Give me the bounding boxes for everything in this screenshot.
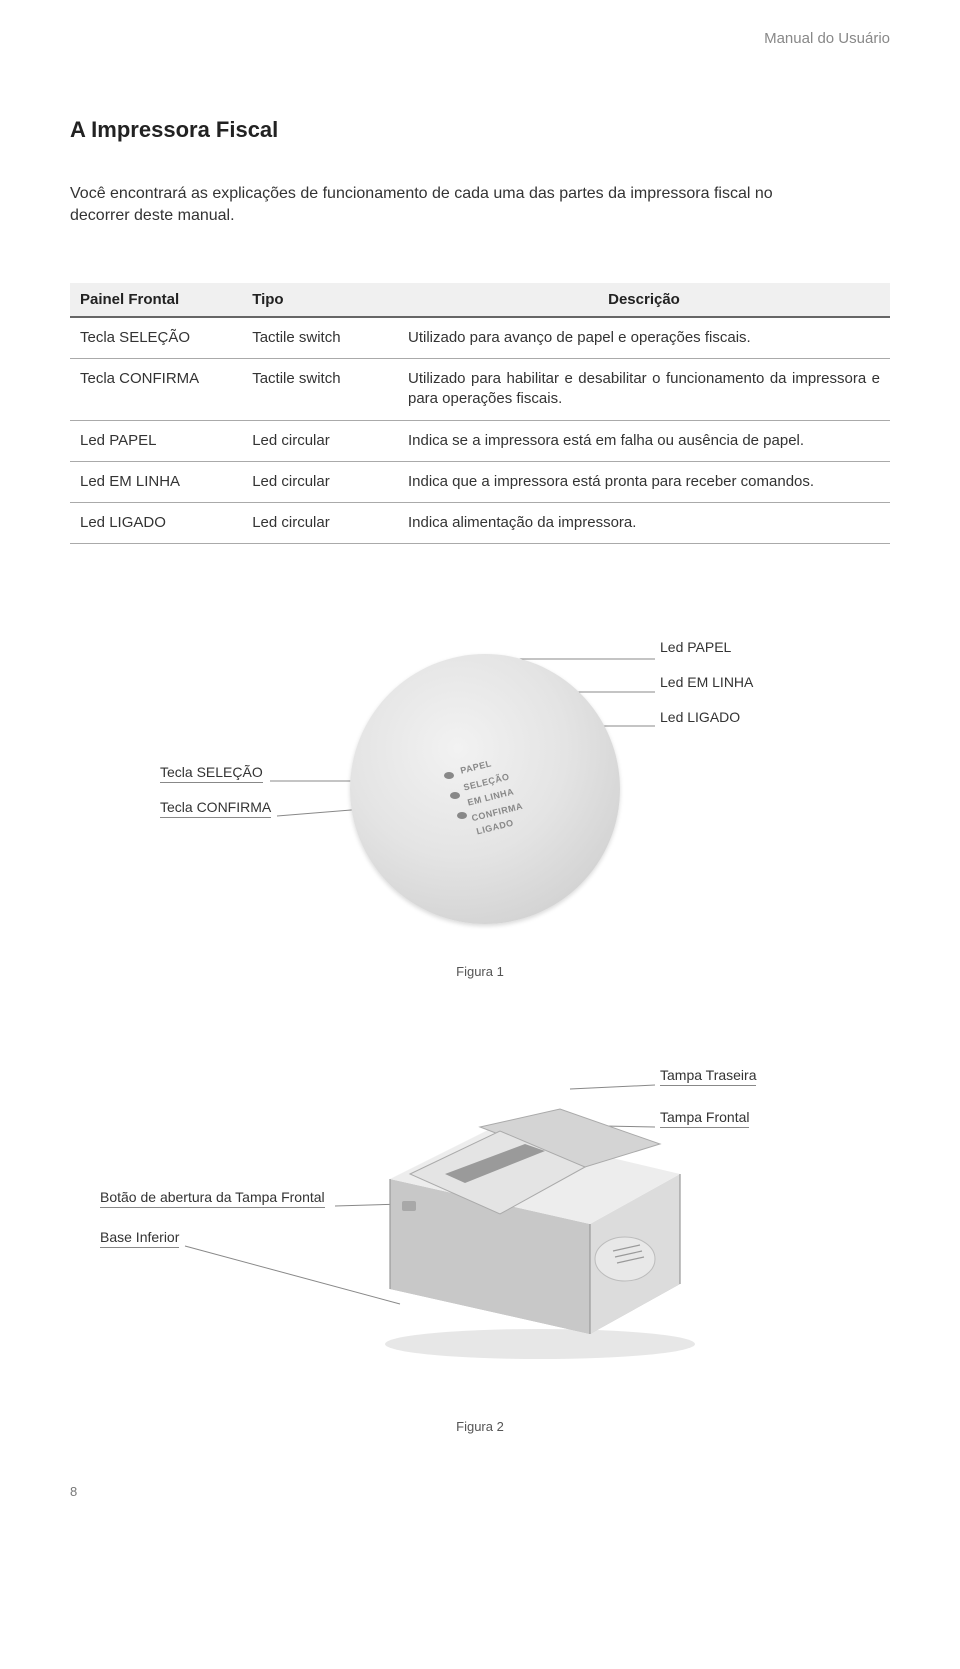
callout-led-papel: Led PAPEL	[660, 639, 731, 655]
table-row: Led EM LINHA Led circular Indica que a i…	[70, 461, 890, 502]
table-cell: Indica que a impressora está pronta para…	[398, 461, 890, 502]
table-header-col1: Painel Frontal	[70, 283, 242, 317]
table-cell: Led EM LINHA	[70, 461, 242, 502]
table-cell: Tecla CONFIRMA	[70, 359, 242, 421]
panel-text-papel: PAPEL	[459, 759, 492, 776]
table-row: Led LIGADO Led circular Indica alimentaç…	[70, 503, 890, 544]
callout-tecla-selecao: Tecla SELEÇÃO	[160, 764, 263, 783]
callout-botao-abertura: Botão de abertura da Tampa Frontal	[100, 1189, 325, 1208]
table-cell: Utilizado para habilitar e desabilitar o…	[398, 359, 890, 421]
figure-2-caption: Figura 2	[70, 1419, 890, 1434]
panel-frontal-table: Painel Frontal Tipo Descrição Tecla SELE…	[70, 283, 890, 545]
figure-2: Tampa Traseira Tampa Frontal Botão de ab…	[70, 1029, 890, 1409]
table-cell: Indica alimentação da impressora.	[398, 503, 890, 544]
led-em-linha-icon	[450, 792, 460, 799]
table-cell: Tactile switch	[242, 317, 398, 359]
led-papel-icon	[444, 772, 454, 779]
figure-1: Led PAPEL Led EM LINHA Led LIGADO Tecla …	[70, 604, 890, 954]
table-cell: Tecla SELEÇÃO	[70, 317, 242, 359]
table-row: Led PAPEL Led circular Indica se a impre…	[70, 420, 890, 461]
callout-led-em-linha: Led EM LINHA	[660, 674, 753, 690]
callout-led-ligado: Led LIGADO	[660, 709, 740, 725]
table-row: Tecla SELEÇÃO Tactile switch Utilizado p…	[70, 317, 890, 359]
table-header-col3: Descrição	[398, 283, 890, 317]
table-cell: Led circular	[242, 461, 398, 502]
table-cell: Tactile switch	[242, 359, 398, 421]
table-cell: Indica se a impressora está em falha ou …	[398, 420, 890, 461]
table-cell: Led circular	[242, 503, 398, 544]
table-row: Tecla CONFIRMA Tactile switch Utilizado …	[70, 359, 890, 421]
table-cell: Led circular	[242, 420, 398, 461]
table-cell: Led LIGADO	[70, 503, 242, 544]
callout-tecla-confirma: Tecla CONFIRMA	[160, 799, 271, 818]
section-title: A Impressora Fiscal	[70, 117, 890, 143]
table-cell: Led PAPEL	[70, 420, 242, 461]
table-header-col2: Tipo	[242, 283, 398, 317]
printer-illustration	[350, 1059, 700, 1359]
page-number: 8	[70, 1484, 890, 1499]
front-panel-circle: PAPEL SELEÇÃO EM LINHA CONFIRMA LIGADO	[350, 654, 620, 924]
header-manual-label: Manual do Usuário	[70, 30, 890, 47]
led-ligado-icon	[457, 812, 467, 819]
callout-base-inferior: Base Inferior	[100, 1229, 179, 1248]
intro-paragraph: Você encontrará as explicações de funcio…	[70, 183, 790, 228]
figure-1-caption: Figura 1	[70, 964, 890, 979]
table-cell: Utilizado para avanço de papel e operaçõ…	[398, 317, 890, 359]
